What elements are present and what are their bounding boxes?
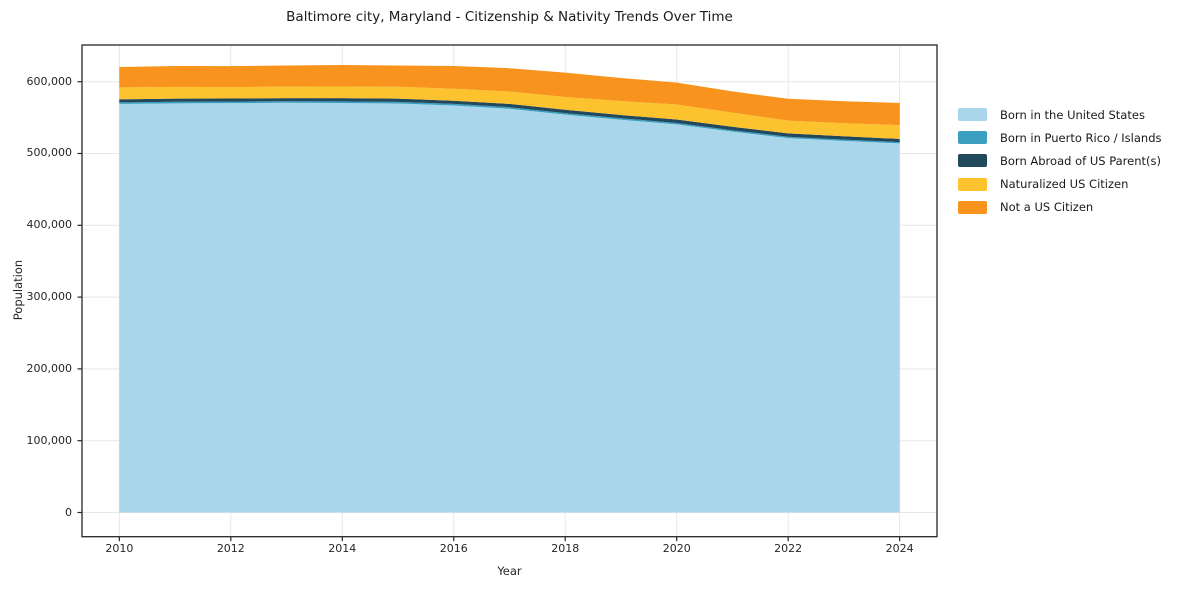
legend-label-naturalized: Naturalized US Citizen <box>1000 177 1129 192</box>
x-tick-label: 2022 <box>774 542 803 555</box>
y-tick-label: 0 <box>65 505 72 519</box>
chart-title: Baltimore city, Maryland - Citizenship &… <box>286 9 733 25</box>
y-tick-label: 200,000 <box>26 361 73 375</box>
y-tick-label: 600,000 <box>26 74 73 88</box>
x-tick-label: 2018 <box>551 542 580 555</box>
legend-swatch-naturalized <box>958 177 987 191</box>
legend-item-noncitizen: Not a US Citizen <box>958 196 1162 219</box>
plot-border <box>81 44 938 538</box>
area-born-in-the-united-states <box>119 102 900 513</box>
legend-swatch-born-abroad <box>958 154 987 168</box>
legend-label-born-abroad: Born Abroad of US Parent(s) <box>1000 153 1161 168</box>
y-tick-label: 100,000 <box>26 433 73 447</box>
legend-item-born-us: Born in the United States <box>958 103 1162 126</box>
x-tick-label: 2012 <box>216 542 245 555</box>
legend-swatch-noncitizen <box>958 200 987 214</box>
y-tick-label: 500,000 <box>26 146 73 160</box>
area-born-abroad-of-us-parent-s <box>119 98 900 143</box>
area-naturalized-us-citizen <box>119 86 900 139</box>
legend-label-noncitizen: Not a US Citizen <box>1000 200 1094 215</box>
legend-item-born-pr: Born in Puerto Rico / Islands <box>958 126 1162 149</box>
y-tick-label: 300,000 <box>26 290 73 304</box>
legend-swatch-born-us <box>958 108 987 122</box>
legend-label-born-pr: Born in Puerto Rico / Islands <box>1000 130 1162 145</box>
area-not-a-us-citizen <box>119 65 900 126</box>
legend-label-born-us: Born in the United States <box>1000 107 1145 122</box>
legend-item-naturalized: Naturalized US Citizen <box>958 173 1162 196</box>
legend-item-born-abroad: Born Abroad of US Parent(s) <box>958 149 1162 172</box>
legend: Born in the United States Born in Puerto… <box>958 103 1162 219</box>
area-born-in-puerto-rico-islands <box>119 101 900 144</box>
legend-swatch-born-pr <box>958 131 987 145</box>
x-axis-label: Year <box>497 564 522 578</box>
x-tick-label: 2010 <box>105 542 134 555</box>
x-tick-label: 2014 <box>328 542 357 555</box>
x-tick-label: 2016 <box>439 542 468 555</box>
y-tick-label: 400,000 <box>26 218 73 232</box>
x-tick-label: 2024 <box>885 542 914 555</box>
x-tick-label: 2020 <box>662 542 691 555</box>
